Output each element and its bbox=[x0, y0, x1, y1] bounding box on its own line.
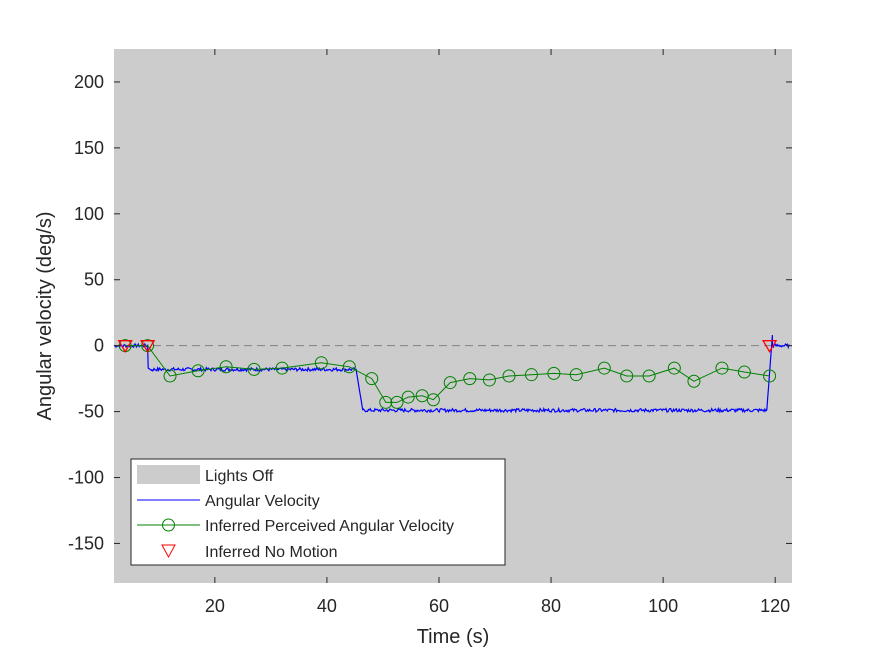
x-tick-label: 20 bbox=[205, 596, 225, 616]
perceived-velocity-point bbox=[443, 376, 457, 390]
perceived-velocity-point bbox=[379, 395, 393, 409]
perceived-velocity-point bbox=[547, 366, 561, 380]
perceived-velocity-point bbox=[687, 374, 701, 388]
no-motion-marker bbox=[117, 340, 133, 353]
perceived-velocity-point bbox=[401, 390, 415, 404]
x-tick-label: 120 bbox=[760, 596, 790, 616]
perceived-velocity-point bbox=[247, 362, 261, 376]
perceived-velocity-line bbox=[125, 345, 770, 403]
perceived-velocity-point bbox=[620, 369, 634, 383]
legend-label-lights-off: Lights Off bbox=[205, 468, 274, 485]
perceived-velocity-point bbox=[482, 373, 496, 387]
legend-swatch-perceived-marker bbox=[162, 518, 175, 532]
perceived-velocity-point bbox=[219, 360, 233, 374]
legend: Lights Off Angular Velocity Inferred Per… bbox=[130, 458, 506, 566]
x-axis: 20 40 60 80 100 120 bbox=[205, 49, 790, 616]
x-tick-label: 60 bbox=[429, 596, 449, 616]
no-motion-marker bbox=[761, 340, 778, 353]
y-tick-label: 50 bbox=[84, 270, 104, 290]
angular-velocity-line bbox=[113, 335, 790, 414]
no-motion-marker bbox=[139, 340, 156, 353]
series-perceived-velocity bbox=[118, 339, 777, 409]
x-axis-label: Time (s) bbox=[417, 626, 490, 648]
perceived-velocity-point bbox=[597, 361, 611, 375]
legend-swatch-no-motion bbox=[161, 544, 176, 559]
y-tick-label: 200 bbox=[74, 72, 104, 92]
y-tick-label: 0 bbox=[94, 336, 104, 356]
legend-label-angular-velocity: Angular Velocity bbox=[205, 493, 320, 510]
perceived-velocity-point bbox=[426, 393, 440, 407]
y-tick-label: -150 bbox=[68, 533, 104, 553]
perceived-velocity-point bbox=[390, 395, 404, 409]
x-tick-label: 40 bbox=[317, 596, 337, 616]
perceived-velocity-point bbox=[415, 389, 429, 403]
perceived-velocity-point bbox=[569, 368, 583, 382]
perceived-velocity-point bbox=[763, 369, 777, 383]
x-tick-label: 80 bbox=[541, 596, 561, 616]
perceived-velocity-point bbox=[502, 369, 516, 383]
legend-label-perceived-velocity: Inferred Perceived Angular Velocity bbox=[205, 518, 454, 535]
x-tick-label: 100 bbox=[648, 596, 678, 616]
perceived-velocity-point bbox=[342, 360, 356, 374]
perceived-velocity-point bbox=[314, 356, 328, 370]
perceived-velocity-point bbox=[642, 369, 656, 383]
y-tick-label: 100 bbox=[74, 204, 104, 224]
y-tick-label: -100 bbox=[68, 468, 104, 488]
perceived-velocity-point bbox=[365, 372, 379, 386]
perceived-velocity-point bbox=[275, 361, 289, 375]
series-no-motion bbox=[117, 340, 778, 353]
perceived-velocity-point bbox=[667, 361, 681, 375]
perceived-velocity-point bbox=[463, 372, 477, 386]
y-tick-label: -50 bbox=[78, 402, 104, 422]
y-axis-label: Angular velocity (deg/s) bbox=[34, 212, 56, 421]
legend-swatch-lights-off bbox=[137, 465, 200, 484]
perceived-velocity-point bbox=[191, 364, 205, 378]
y-tick-label: 150 bbox=[74, 138, 104, 158]
legend-label-no-motion: Inferred No Motion bbox=[205, 544, 338, 561]
perceived-velocity-point bbox=[715, 361, 729, 375]
perceived-velocity-point bbox=[524, 368, 538, 382]
series-angular-velocity bbox=[113, 335, 790, 414]
perceived-velocity-point bbox=[737, 365, 751, 379]
y-axis: -150 -100 -50 0 50 100 150 200 bbox=[68, 72, 792, 553]
perceived-velocity-point bbox=[163, 369, 177, 383]
